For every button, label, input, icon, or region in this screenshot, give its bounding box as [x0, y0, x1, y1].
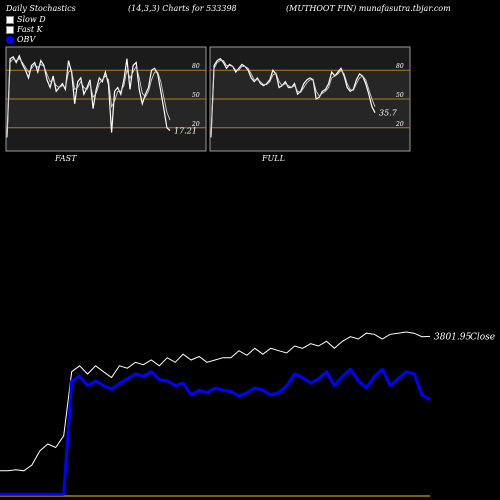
fast-series-0 [6, 54, 171, 138]
legend-slow-d: Slow D [6, 15, 46, 24]
legend-label-fast-k: Fast K [17, 25, 43, 34]
legend-label-slow-d: Slow D [17, 15, 46, 24]
legend-obv: OBV [6, 35, 35, 44]
fast-series-1 [6, 58, 171, 138]
legend-swatch-fast-k [6, 25, 14, 34]
full-level-label-20: 20 [395, 121, 404, 128]
close-label: Close [470, 332, 495, 342]
full-level-label-80: 80 [396, 63, 404, 70]
full-level-label-50: 50 [396, 92, 404, 99]
full-last-value-label: 35.7 [379, 109, 398, 118]
fast-level-label-80: 80 [192, 63, 200, 70]
close-last-value-label: 3801.95 [434, 332, 471, 342]
legend-swatch-slow-d [6, 15, 14, 24]
full-panel-title: FULL [261, 154, 285, 163]
legend-swatch-obv [6, 35, 14, 44]
fast-panel-title: FAST [54, 154, 77, 163]
price-close-line [0, 331, 431, 472]
legend-label-obv: OBV [17, 35, 36, 44]
full-series-0 [210, 57, 376, 138]
header-left: Daily Stochastics [6, 4, 76, 13]
fast-last-value-label: 17.21 [174, 126, 197, 135]
fast-level-label-20: 20 [191, 121, 200, 128]
fast-level-label-50: 50 [192, 92, 200, 99]
legend-fast-k: Fast K [6, 25, 43, 34]
header-center: (14,3,3) Charts for 533398 [128, 4, 237, 13]
obv-line [0, 367, 431, 496]
header-right: (MUTHOOT FIN) munafasutra.tbjar.com [286, 4, 451, 13]
full-series-1 [210, 60, 376, 138]
